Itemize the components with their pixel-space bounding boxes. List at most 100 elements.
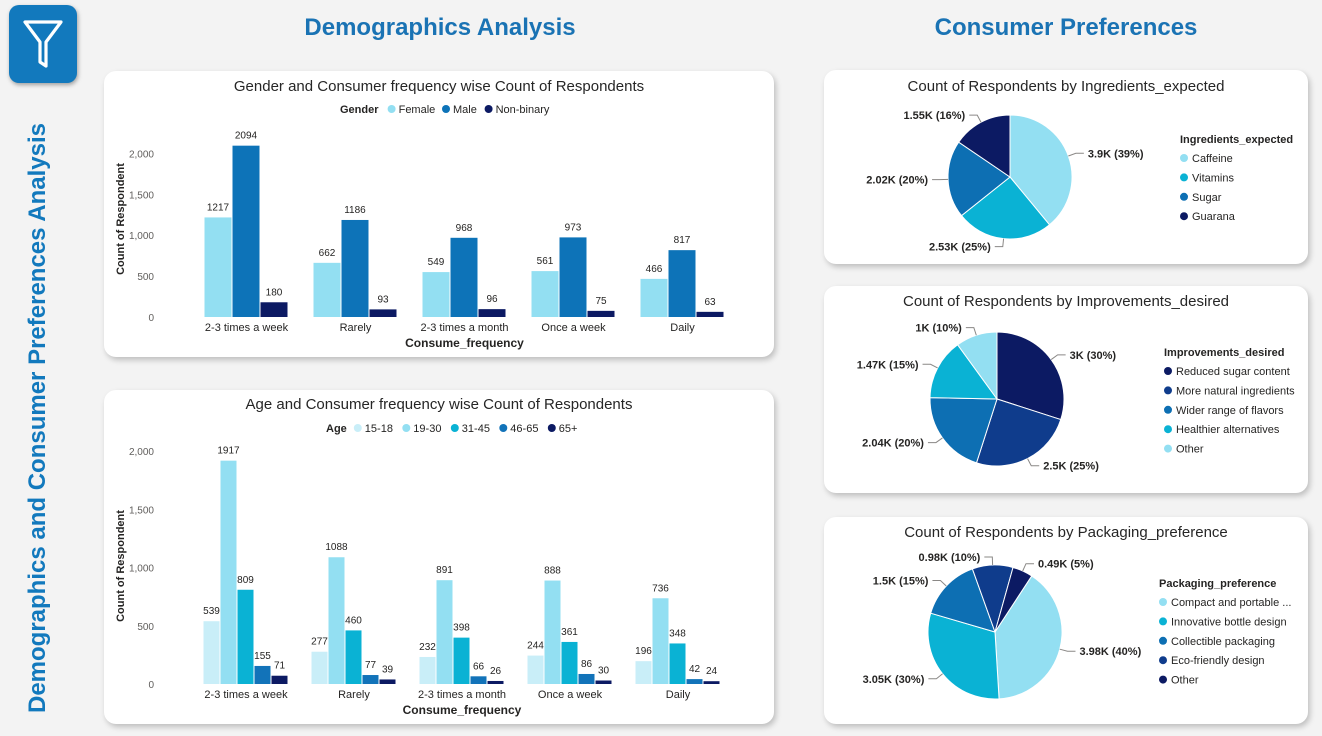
filter-button[interactable] [9,5,77,83]
bar-once-a-week-19-30[interactable] [544,580,561,684]
bar-2-3-times-a-month-non-binary[interactable] [478,309,506,317]
pie-slice-reduced-sugar-content[interactable] [996,331,1065,421]
bar-rarely-19-30[interactable] [328,557,345,684]
bar-daily-female[interactable] [640,278,668,317]
legend-label-other[interactable]: Other [1171,675,1199,687]
improvements-chart-panel[interactable]: Count of Respondents by Improvements_des… [824,286,1308,493]
legend-label-eco-friendly-design[interactable]: Eco-friendly design [1171,655,1265,667]
bar-2-3-times-a-month-19-30[interactable] [436,580,453,684]
bar-2-3-times-a-month-male[interactable] [450,237,478,317]
bar-daily-non-binary[interactable] [696,311,724,317]
legend-marker-other[interactable] [1159,675,1167,684]
age-chart-panel[interactable]: Age and Consumer frequency wise Count of… [104,390,774,724]
bar-rarely-non-binary[interactable] [369,309,397,317]
bar-rarely-46-65[interactable] [362,675,379,684]
legend-label-more-natural-ingredients[interactable]: More natural ingredients [1176,385,1295,397]
bar-daily-65[interactable] [703,681,720,684]
legend-marker-female[interactable] [387,105,396,113]
x-tick-label: Once a week [541,322,606,334]
legend-label-vitamins[interactable]: Vitamins [1192,172,1234,184]
pie-slice-sugar[interactable] [947,141,1011,217]
pie-slice-wider-range-of-flavors[interactable] [929,397,998,464]
legend-marker-other[interactable] [1164,444,1172,453]
packaging-chart-panel[interactable]: Count of Respondents by Packaging_prefer… [824,517,1308,724]
legend-label-19-30[interactable]: 19-30 [413,423,441,435]
legend-label-wider-range-of-flavors[interactable]: Wider range of flavors [1176,405,1284,417]
legend-marker-collectible-packaging[interactable] [1159,636,1167,645]
bar-2-3-times-a-week-65[interactable] [271,675,288,684]
bar-once-a-week-65[interactable] [595,680,612,684]
bar-rarely-male[interactable] [341,219,369,317]
legend-marker-innovative-bottle-design[interactable] [1159,617,1167,626]
legend-label-non-binary[interactable]: Non-binary [496,104,550,116]
data-label: 196 [635,646,652,657]
legend-label-innovative-bottle-design[interactable]: Innovative bottle design [1171,616,1287,628]
legend-label-sugar[interactable]: Sugar [1192,192,1222,204]
legend-label-female[interactable]: Female [399,104,436,116]
legend-marker-46-65[interactable] [499,424,508,432]
legend-marker-vitamins[interactable] [1180,173,1188,182]
legend-marker-31-45[interactable] [450,424,459,432]
bar-daily-19-30[interactable] [652,598,669,684]
legend-marker-non-binary[interactable] [484,105,493,113]
bar-once-a-week-46-65[interactable] [578,673,595,684]
bar-2-3-times-a-month-65[interactable] [487,680,504,684]
bar-once-a-week-non-binary[interactable] [587,310,615,317]
bar-once-a-week-31-45[interactable] [561,641,578,684]
bar-2-3-times-a-week-46-65[interactable] [254,665,271,684]
legend-marker-19-30[interactable] [402,424,411,432]
bar-once-a-week-male[interactable] [559,237,587,317]
legend-marker-reduced-sugar-content[interactable] [1164,367,1172,375]
bar-2-3-times-a-month-female[interactable] [422,272,450,317]
bar-2-3-times-a-month-15-18[interactable] [419,656,436,684]
legend-marker-more-natural-ingredients[interactable] [1164,386,1172,395]
bar-daily-46-65[interactable] [686,679,703,684]
legend-marker-caffeine[interactable] [1180,154,1188,162]
legend-label-healthier-alternatives[interactable]: Healthier alternatives [1176,424,1280,436]
legend-label-caffeine[interactable]: Caffeine [1192,153,1233,165]
ingredients-chart-panel[interactable]: Count of Respondents by Ingredients_expe… [824,70,1308,264]
legend-label-46-65[interactable]: 46-65 [510,423,538,435]
bar-2-3-times-a-week-female[interactable] [204,217,232,317]
legend-marker-sugar[interactable] [1180,192,1188,201]
legend-label-guarana[interactable]: Guarana [1192,211,1236,223]
bar-2-3-times-a-week-15-18[interactable] [203,621,220,684]
bar-2-3-times-a-week-31-45[interactable] [237,589,254,684]
bar-daily-31-45[interactable] [669,643,686,684]
legend-marker-15-18[interactable] [353,424,362,432]
legend-label-reduced-sugar-content[interactable]: Reduced sugar content [1176,366,1290,378]
pie-slice-innovative-bottle-design[interactable] [927,612,1000,700]
bar-daily-male[interactable] [668,250,696,317]
legend-marker-compact-and-portable[interactable] [1159,598,1167,606]
bar-rarely-female[interactable] [313,262,341,317]
legend-label-collectible-packaging[interactable]: Collectible packaging [1171,636,1275,648]
legend-marker-65[interactable] [547,424,556,432]
legend-marker-male[interactable] [442,105,450,113]
bar-once-a-week-15-18[interactable] [527,655,544,684]
legend-marker-healthier-alternatives[interactable] [1164,425,1172,434]
bar-2-3-times-a-week-non-binary[interactable] [260,302,288,317]
bar-once-a-week-female[interactable] [531,271,559,317]
legend-marker-guarana[interactable] [1180,212,1188,221]
pie-slice-vitamins[interactable] [960,176,1051,240]
legend-label-31-45[interactable]: 31-45 [462,423,490,435]
pie-slice-other[interactable] [956,331,998,401]
legend-label-other[interactable]: Other [1176,444,1204,456]
bar-rarely-31-45[interactable] [345,630,362,684]
legend-label-65[interactable]: 65+ [559,423,578,435]
pie-slice-caffeine[interactable] [1009,114,1073,226]
bar-rarely-15-18[interactable] [311,651,328,684]
bar-2-3-times-a-month-31-45[interactable] [453,637,470,684]
bar-2-3-times-a-week-male[interactable] [232,145,260,317]
bar-rarely-65[interactable] [379,679,396,684]
legend-marker-wider-range-of-flavors[interactable] [1164,405,1172,414]
pie-slice-collectible-packaging[interactable] [930,568,996,633]
legend-marker-eco-friendly-design[interactable] [1159,656,1167,665]
legend-label-male[interactable]: Male [453,104,477,116]
bar-2-3-times-a-month-46-65[interactable] [470,676,487,684]
bar-daily-15-18[interactable] [635,661,652,684]
legend-label-compact-and-portable[interactable]: Compact and portable ... [1171,597,1291,609]
bar-2-3-times-a-week-19-30[interactable] [220,460,237,684]
gender-chart-panel[interactable]: Gender and Consumer frequency wise Count… [104,71,774,357]
legend-label-15-18[interactable]: 15-18 [365,423,393,435]
